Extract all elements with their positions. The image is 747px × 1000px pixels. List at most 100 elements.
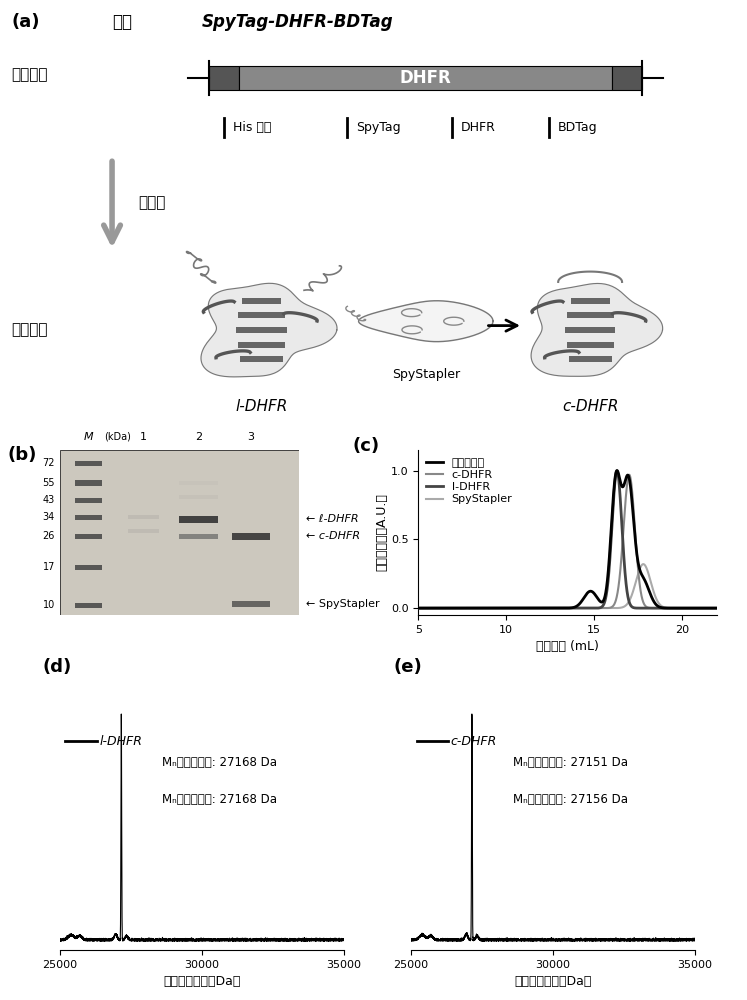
Text: 胞外反应: 胞外反应 xyxy=(11,322,48,338)
Text: 26: 26 xyxy=(43,531,55,541)
Text: SpyTag-DHFR-BDTag: SpyTag-DHFR-BDTag xyxy=(202,13,394,31)
Y-axis label: 归一化强度（A.U.）: 归一化强度（A.U.） xyxy=(375,494,388,571)
Text: 72: 72 xyxy=(43,458,55,468)
c-DHFR xyxy=(649,602,658,614)
c-DHFR xyxy=(704,602,713,614)
l-DHFR xyxy=(551,602,560,614)
l-DHFR xyxy=(649,602,658,614)
Line: l-DHFR: l-DHFR xyxy=(418,471,717,608)
FancyBboxPatch shape xyxy=(75,498,102,503)
FancyBboxPatch shape xyxy=(238,312,285,318)
FancyBboxPatch shape xyxy=(75,461,102,466)
FancyBboxPatch shape xyxy=(75,603,102,608)
Text: l-DHFR: l-DHFR xyxy=(99,735,143,748)
反应混合液 xyxy=(429,602,438,614)
SpyStapler xyxy=(704,602,713,614)
c-DHFR xyxy=(713,602,722,614)
c-DHFR xyxy=(559,602,568,614)
FancyBboxPatch shape xyxy=(232,601,270,607)
SpyStapler xyxy=(704,602,713,614)
反应混合液 xyxy=(551,602,560,614)
X-axis label: 流出体积 (mL): 流出体积 (mL) xyxy=(536,640,599,653)
FancyBboxPatch shape xyxy=(179,516,217,523)
Text: BDTag: BDTag xyxy=(558,121,598,134)
c-DHFR xyxy=(414,602,423,614)
Text: His 标签: His 标签 xyxy=(233,121,271,134)
Text: (a): (a) xyxy=(11,13,40,31)
Text: Mₙ（计算値）: 27151 Da: Mₙ（计算値）: 27151 Da xyxy=(513,756,628,769)
FancyBboxPatch shape xyxy=(128,529,159,533)
FancyBboxPatch shape xyxy=(179,481,217,485)
Text: DHFR: DHFR xyxy=(461,121,496,134)
Line: 反应混合液: 反应混合液 xyxy=(418,471,717,608)
Text: ← SpyStapler: ← SpyStapler xyxy=(306,599,380,609)
Text: 55: 55 xyxy=(43,478,55,488)
Text: Mₙ（实验値）: 27168 Da: Mₙ（实验値）: 27168 Da xyxy=(162,793,277,806)
Text: ← c-DHFR: ← c-DHFR xyxy=(306,531,360,541)
l-DHFR xyxy=(613,465,622,477)
Polygon shape xyxy=(531,283,663,376)
l-DHFR xyxy=(414,602,423,614)
FancyBboxPatch shape xyxy=(242,298,281,304)
SpyStapler xyxy=(713,602,722,614)
FancyBboxPatch shape xyxy=(567,312,613,318)
l-DHFR xyxy=(559,602,568,614)
Text: (d): (d) xyxy=(43,658,72,676)
X-axis label: 相对分子质量（Da）: 相对分子质量（Da） xyxy=(163,975,241,988)
Legend: 反应混合液, c-DHFR, l-DHFR, SpyStapler: 反应混合液, c-DHFR, l-DHFR, SpyStapler xyxy=(424,456,515,507)
FancyBboxPatch shape xyxy=(238,342,285,348)
SpyStapler xyxy=(639,558,648,570)
FancyBboxPatch shape xyxy=(75,565,102,570)
c-DHFR xyxy=(551,602,560,614)
FancyBboxPatch shape xyxy=(612,66,642,90)
Text: 3: 3 xyxy=(247,432,255,442)
SpyStapler xyxy=(551,602,560,614)
SpyStapler xyxy=(414,602,423,614)
SpyStapler xyxy=(559,602,568,614)
Text: (kDa): (kDa) xyxy=(104,432,131,442)
反应混合液 xyxy=(704,602,713,614)
Polygon shape xyxy=(201,283,337,377)
FancyBboxPatch shape xyxy=(75,515,102,520)
FancyBboxPatch shape xyxy=(565,327,616,333)
FancyBboxPatch shape xyxy=(240,66,612,90)
SpyStapler xyxy=(429,602,438,614)
FancyBboxPatch shape xyxy=(240,356,283,362)
反应混合液 xyxy=(414,602,423,614)
FancyBboxPatch shape xyxy=(179,495,217,499)
Text: c-DHFR: c-DHFR xyxy=(562,399,619,414)
FancyBboxPatch shape xyxy=(179,534,217,539)
Text: SpyStapler: SpyStapler xyxy=(391,368,460,381)
Text: Mₙ（计算値）: 27168 Da: Mₙ（计算値）: 27168 Da xyxy=(162,756,277,769)
FancyBboxPatch shape xyxy=(128,515,159,519)
Text: c-DHFR: c-DHFR xyxy=(450,735,497,748)
Line: c-DHFR: c-DHFR xyxy=(418,475,717,608)
c-DHFR xyxy=(624,469,633,481)
FancyBboxPatch shape xyxy=(209,66,240,90)
X-axis label: 相对分子质量（Da）: 相对分子质量（Da） xyxy=(514,975,592,988)
l-DHFR xyxy=(704,602,713,614)
Text: 1: 1 xyxy=(140,432,147,442)
反应混合液 xyxy=(613,465,622,477)
SpyStapler xyxy=(649,586,658,598)
FancyBboxPatch shape xyxy=(75,534,102,539)
Text: 基因: 基因 xyxy=(112,13,132,31)
Text: (b): (b) xyxy=(7,446,37,464)
FancyBboxPatch shape xyxy=(232,533,270,540)
Text: l-DHFR: l-DHFR xyxy=(235,399,288,414)
Text: 34: 34 xyxy=(43,512,55,522)
FancyBboxPatch shape xyxy=(567,342,613,348)
c-DHFR xyxy=(704,602,713,614)
FancyBboxPatch shape xyxy=(60,450,299,615)
Text: 43: 43 xyxy=(43,495,55,505)
Text: (e): (e) xyxy=(394,658,423,676)
Text: ← ℓ-DHFR: ← ℓ-DHFR xyxy=(306,514,359,524)
l-DHFR xyxy=(704,602,713,614)
反应混合液 xyxy=(559,602,568,614)
l-DHFR xyxy=(429,602,438,614)
Text: 10: 10 xyxy=(43,600,55,610)
FancyBboxPatch shape xyxy=(568,356,612,362)
c-DHFR xyxy=(429,602,438,614)
反应混合液 xyxy=(704,602,713,614)
Text: DHFR: DHFR xyxy=(400,69,452,87)
